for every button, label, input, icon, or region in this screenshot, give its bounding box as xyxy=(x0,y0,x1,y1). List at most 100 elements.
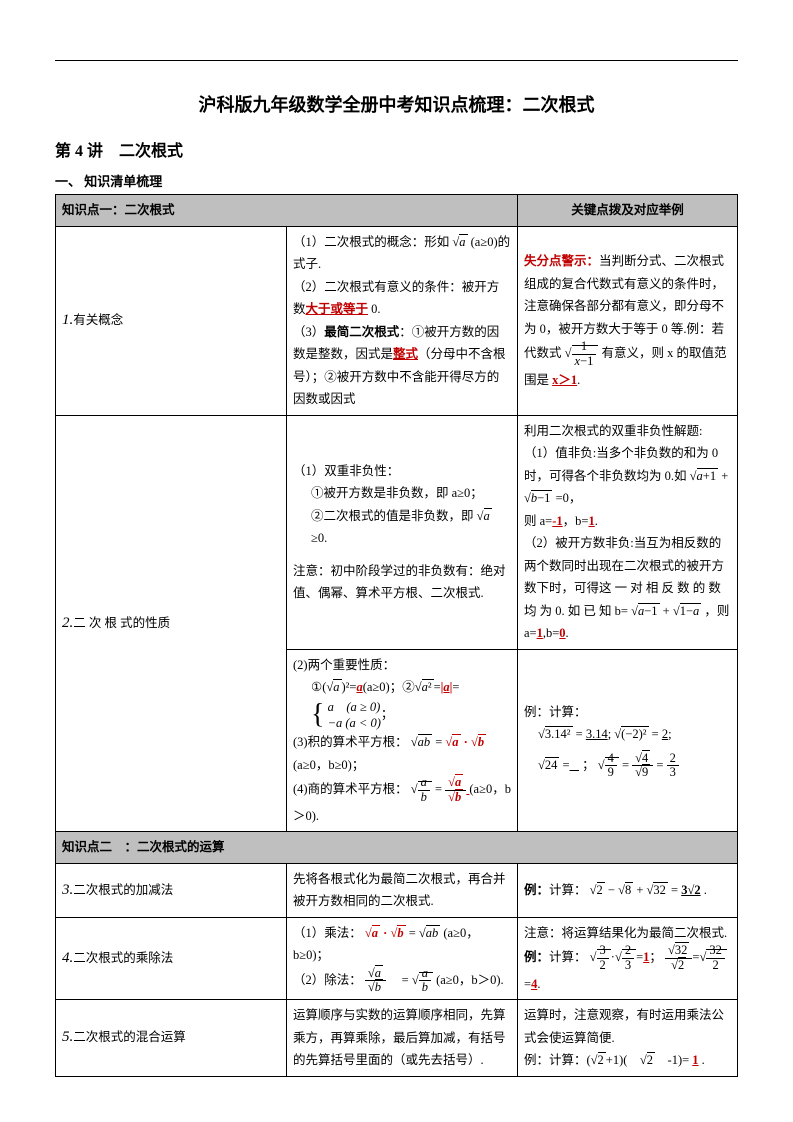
r2note: 注意：初中阶段学过的非负数有：绝对值、偶幂、算术平方根、二次根式. xyxy=(293,560,511,605)
r3num: 3. xyxy=(62,882,73,898)
top-rule xyxy=(55,60,738,61)
row2-content-a: （1）双重非负性： ①被开方数是非负数，即 a≥0； ②二次根式的值是非负数，即… xyxy=(287,415,518,649)
r1c3a: （3） xyxy=(293,325,324,339)
r4ex1: 1 xyxy=(643,950,649,964)
row2-right-b: 例：计算： 3.14² = 3.14; (−2)² = 2; 24 = ； 49… xyxy=(518,649,738,832)
r2p1b2: ≥0. xyxy=(311,531,327,545)
r2p1a: ①被开方数是非负数，即 a≥0； xyxy=(293,482,511,505)
sqrt-3-14-icon: 3.14² xyxy=(538,723,573,746)
r2p2a4: = xyxy=(434,680,441,694)
sqrt-1ma-icon: 1−a xyxy=(673,600,701,623)
r2p1b: ②二次根式的值是非负数，即 xyxy=(311,509,474,523)
lecture-heading: 第 4 讲 二次根式 xyxy=(55,137,738,161)
row5-label: 5.二次根式的混合运算 xyxy=(56,1000,287,1077)
r1warn: 失分点警示： xyxy=(524,254,599,268)
r2p4: (4)商的算术平方根： xyxy=(293,782,408,796)
r2ex2b: ; xyxy=(668,727,671,741)
sqrt-8-icon: 8 xyxy=(618,879,633,902)
row2-label: 2.二 次 根 式的性质 xyxy=(56,415,287,832)
r5ex2: +1)( xyxy=(606,1053,640,1067)
sqrt-2a-icon: 2 xyxy=(591,1049,606,1072)
sqrt-b1-icon: b−1 xyxy=(524,487,552,510)
sqrt-a-mul-icon: a xyxy=(365,922,380,945)
r5ex4: . xyxy=(699,1053,705,1067)
r4l2: （2）除法： xyxy=(293,973,362,987)
r4l1: （1）乘法： xyxy=(293,926,362,940)
r1ans: x＞1 xyxy=(552,373,577,387)
rightcol-header: 关键点拨及对应举例 xyxy=(518,195,738,227)
sqrt-am1-icon: a−1 xyxy=(631,600,659,623)
sqrt-a2-icon: a² xyxy=(415,676,434,699)
row2-content-b: (2)两个重要性质： ①(a)²=a(a≥0)；②a²=|a|= { a (a … xyxy=(287,649,518,832)
row4-label: 4.二次根式的乘除法 xyxy=(56,917,287,1000)
sqrt-32-icon: 32 xyxy=(647,879,668,902)
r5r1: 运算时，注意观察，有时运用乘法公式会使运算简便. xyxy=(524,1004,731,1049)
row1-label: 1.有关概念 xyxy=(56,226,287,415)
sqrt-ab-mul-icon: ab xyxy=(419,922,440,945)
row3-right: 例：计算： 2 − 8 + 32 = 3√2 . xyxy=(518,863,738,917)
r4exc: 计算： xyxy=(549,950,587,964)
sqrt-32o2-icon: 322 xyxy=(699,944,726,973)
r2p1t: （1）双重非负性： xyxy=(293,460,511,483)
section-heading: 一、 知识清单梳理 xyxy=(55,171,738,190)
row1-right: 失分点警示：当判断分式、二次根式组成的复合代数式有意义的条件时，注意确保各部分都… xyxy=(518,226,738,415)
content-table: 知识点一：二次根式 关键点拨及对应举例 1.有关概念 （1）二次根式的概念：形如… xyxy=(55,194,738,1077)
row5-content: 运算顺序与实数的运算顺序相同，先算乘方，再算乘除，最后算加减，有括号的先算括号里… xyxy=(287,1000,518,1077)
frac-sqrta-sqrtb-icon: ab xyxy=(365,967,386,996)
brace-top: a (a ≥ 0) xyxy=(328,699,381,715)
frac-2-3-icon: 23 xyxy=(667,752,679,781)
r3exc: 计算： xyxy=(549,883,587,897)
r2p2a2: )²= xyxy=(342,680,357,694)
r2ra5: . xyxy=(595,514,598,528)
sqrt-49-icon: 49 xyxy=(598,752,619,781)
r4num: 4. xyxy=(62,950,73,966)
sqrt-3o2-icon: 32 xyxy=(590,944,611,973)
frac-sqrt-ab-icon: ab xyxy=(445,776,466,805)
row2-right-a: 利用二次根式的双重非负性解题: （1）值非负:当多个非负数的和为 0 时，可得各… xyxy=(518,415,738,649)
row1-name: 有关概念 xyxy=(73,313,123,327)
row3-label: 3.二次根式的加减法 xyxy=(56,863,287,917)
sqrt-2-icon: 2 xyxy=(590,879,605,902)
r4name: 二次根式的乘除法 xyxy=(73,951,173,965)
r1c2c: 0. xyxy=(368,302,381,316)
brace-icon: { a (a ≥ 0) −a (a < 0) xyxy=(311,699,381,732)
r3name: 二次根式的加减法 xyxy=(73,883,173,897)
sqrt-a1-icon: a+1 xyxy=(690,465,718,488)
r2ex2a: = xyxy=(652,727,659,741)
r3ans: 3√2 xyxy=(681,883,700,897)
sqrt-aob-icon: ab xyxy=(412,967,433,996)
row1-num: 1. xyxy=(62,312,73,328)
r2rb4: . xyxy=(566,626,569,640)
sqrt-2o3-icon: 23 xyxy=(615,944,636,973)
sqrt-frac-ab-icon: ab xyxy=(411,776,432,805)
r1c3b: 最简二次根式 xyxy=(324,325,399,339)
r4note: 注意：将运算结果化为最简二次根式. xyxy=(524,922,731,945)
abs-a: |a| xyxy=(441,680,453,694)
r2ra4: ，b= xyxy=(563,514,589,528)
r2p2a1: ①( xyxy=(311,680,326,694)
r2raans1: -1 xyxy=(552,514,562,528)
page-title: 沪科版九年级数学全册中考知识点梳理：二次根式 xyxy=(55,91,738,117)
r2ex1a: = xyxy=(576,727,583,741)
r2p3: (3)积的算术平方根： xyxy=(293,735,408,749)
kp1-header: 知识点一：二次根式 xyxy=(56,195,518,227)
row4-right: 注意：将运算结果化为最简二次根式. 例：计算： 32·23=1； 322=322… xyxy=(518,917,738,1000)
r2p2a3: (a≥0)；② xyxy=(363,680,415,694)
r1r1: 当判断分式、二次根式组成的复合代数式有意义的条件时，注意确保各部分都有意义，即分… xyxy=(524,254,724,360)
row5-right: 运算时，注意观察，有时运用乘法公式会使运算简便. 例：计算：(2+1)( 2 -… xyxy=(518,1000,738,1077)
brace-bot: −a (a < 0) xyxy=(328,715,381,731)
row4-content: （1）乘法： a · b = ab (a≥0，b≥0)； （2）除法： ab =… xyxy=(287,917,518,1000)
sqrt-24-icon: 24 xyxy=(538,754,559,777)
r2ra3: 则 a= xyxy=(524,514,552,528)
r4ex2: 4 xyxy=(531,977,537,991)
r2rb3: ,b= xyxy=(543,626,559,640)
r1c1a: （1）二次根式的概念：形如 xyxy=(293,235,449,249)
sqrt-a-prod-icon: a xyxy=(445,731,460,754)
r5ex3: -1)= xyxy=(655,1053,689,1067)
r2rtop: 利用二次根式的双重非负性解题: xyxy=(524,420,731,443)
r2ex1ans: 3.14 xyxy=(586,727,608,741)
sqrt-a-icon2: a xyxy=(477,505,492,528)
row2-name: 二 次 根 式的性质 xyxy=(73,616,170,630)
r2ra2: =0， xyxy=(556,491,582,505)
row3-content: 先将各根式化为最简二次根式，再合并被开方数相同的二次根式. xyxy=(287,863,518,917)
